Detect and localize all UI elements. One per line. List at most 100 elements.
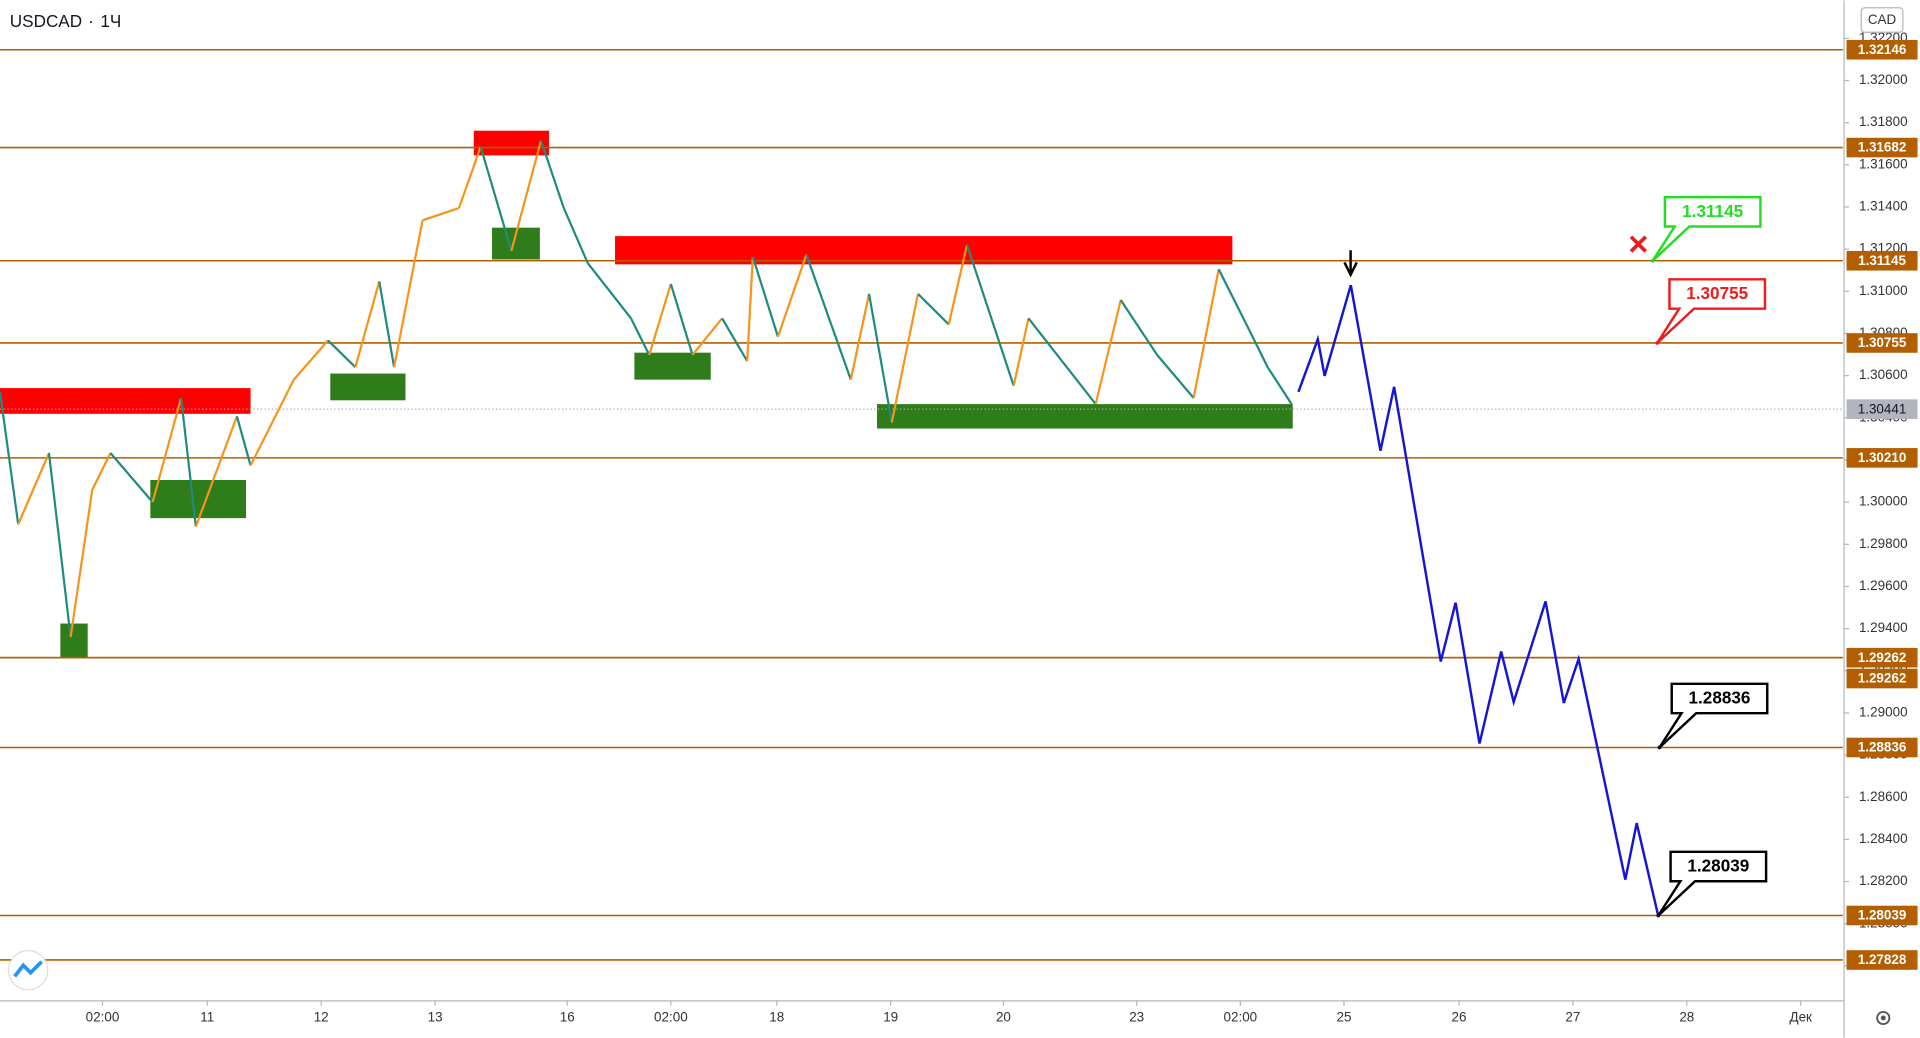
level-label-box (1846, 905, 1918, 926)
x-tick-label: 28 (1679, 1010, 1694, 1025)
price-segment (293, 339, 329, 381)
price-segment (91, 452, 112, 491)
zone (615, 236, 1233, 265)
price-segment (1192, 268, 1220, 399)
y-tick-label: 1.28600 (1859, 789, 1908, 804)
price-segment (378, 281, 396, 368)
level-label-box (1846, 333, 1918, 353)
price-segment (457, 146, 482, 209)
price-segment (867, 293, 893, 423)
zone (60, 623, 88, 658)
level-label-box (1846, 950, 1918, 970)
settings-icon[interactable] (1876, 1010, 1891, 1026)
price-segment (180, 397, 197, 527)
zone (330, 373, 406, 401)
price-segment (393, 220, 424, 368)
level-label: 1.28836 (1858, 740, 1907, 755)
y-tick-label: 1.29400 (1859, 620, 1908, 635)
callout-label: 1.28039 (1687, 856, 1749, 876)
price-segment (194, 415, 238, 527)
price-segment (1012, 318, 1030, 387)
price-segment (721, 317, 749, 362)
price-segment (746, 256, 754, 362)
price-segment (648, 283, 672, 356)
price-segment (109, 452, 154, 503)
y-tick-label: 1.31600 (1859, 156, 1908, 171)
price-segment (1248, 330, 1269, 368)
level-label-box (1846, 39, 1918, 60)
zone (473, 130, 549, 156)
price-segment (1217, 268, 1251, 332)
price-segment (630, 317, 651, 356)
callout-box (1651, 195, 1762, 262)
x-tick-label: 26 (1452, 1010, 1467, 1025)
x-tick-label: 23 (1129, 1010, 1144, 1025)
price-segment (849, 293, 871, 380)
callout-label: 1.30755 (1686, 283, 1748, 303)
callout-label: 1.31145 (1682, 201, 1743, 221)
level-label-box (1846, 448, 1918, 468)
y-tick-label: 1.30000 (1859, 494, 1908, 509)
y-tick-label: 1.29000 (1859, 704, 1908, 719)
level-label: 1.31682 (1858, 140, 1907, 155)
price-segment (1156, 354, 1195, 399)
plot-area: 1.31145 1.30755 1.28836 1.28039 (0, 48, 1843, 961)
down-arrow (1343, 250, 1358, 278)
price-segment (562, 207, 589, 264)
y-tick-label: 1.29800 (1859, 536, 1908, 551)
level-label-box (1846, 668, 1918, 689)
price-segment (235, 416, 252, 466)
price-segment (1027, 317, 1097, 405)
y-tick-label: 1.31000 (1859, 283, 1908, 298)
price-segment (151, 397, 183, 503)
x-tick-label: 11 (200, 1010, 214, 1025)
separator: · (88, 11, 94, 31)
level-label-box (1846, 647, 1918, 668)
price-segment (805, 254, 852, 381)
x-tick-label: 25 (1337, 1010, 1352, 1025)
price-segment (586, 262, 632, 319)
x-tick-label: 16 (560, 1010, 575, 1025)
zone (150, 479, 247, 519)
axes: 1.278001.280001.282001.284001.286001.288… (86, 30, 1918, 1025)
callout-label: 1.28836 (1689, 688, 1751, 708)
level-label: 1.30210 (1858, 450, 1907, 465)
last-price-label: 1.30441 (1858, 401, 1907, 416)
x-tick-label: 12 (314, 1010, 329, 1025)
zone (634, 352, 711, 380)
x-tick-label: 02:00 (1224, 1010, 1258, 1025)
callout-box (1657, 850, 1768, 917)
price-segment (0, 391, 20, 525)
last-price-box (1846, 399, 1918, 419)
x-tick-label: 18 (769, 1010, 784, 1025)
price-segment (947, 244, 969, 325)
currency: CAD (1868, 12, 1897, 27)
y-tick-label: 1.31800 (1859, 114, 1908, 129)
price-segment (422, 207, 460, 222)
level-label: 1.27828 (1858, 952, 1907, 967)
level-label: 1.29262 (1858, 650, 1907, 665)
logo[interactable] (7, 950, 49, 991)
price-segment (17, 452, 50, 525)
currency-box[interactable] (1860, 7, 1904, 33)
interval: 1Ч (100, 11, 121, 31)
price-segment (69, 489, 94, 638)
level-label: 1.31145 (1858, 253, 1906, 268)
price-segment (1094, 299, 1122, 405)
price-segment (1266, 366, 1293, 405)
level-label: 1.28039 (1858, 908, 1907, 923)
y-tick-label: 1.28200 (1859, 873, 1908, 888)
x-tick-label: 02:00 (86, 1010, 120, 1025)
price-segment (890, 293, 920, 423)
level-label: 1.32146 (1858, 42, 1907, 57)
price-segment (691, 317, 723, 356)
zone (0, 388, 251, 414)
projection-line (1297, 284, 1660, 917)
price-segment (1119, 299, 1159, 356)
y-tick-label: 1.29600 (1859, 578, 1908, 593)
price-axis (1844, 0, 1920, 1038)
y-tick-label: 1.30600 (1859, 367, 1908, 382)
